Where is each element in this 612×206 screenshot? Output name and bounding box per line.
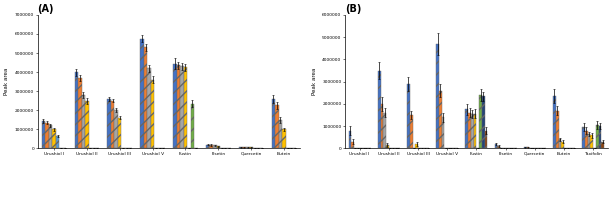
Bar [485, 131, 487, 148]
Bar [602, 142, 604, 148]
Bar [466, 109, 468, 148]
Bar [206, 145, 209, 148]
Bar [209, 145, 213, 148]
Bar [383, 113, 386, 148]
Bar [588, 134, 591, 148]
Bar [56, 136, 59, 148]
Bar [378, 70, 381, 148]
Bar [173, 63, 177, 148]
Bar [180, 66, 184, 148]
Bar [144, 47, 147, 148]
Bar [498, 146, 500, 148]
Bar [585, 131, 588, 148]
Bar [217, 146, 220, 148]
Bar [553, 96, 556, 148]
Bar [526, 147, 529, 148]
Bar [151, 80, 154, 148]
Bar [272, 99, 275, 148]
Bar [275, 105, 278, 148]
Bar [381, 104, 383, 148]
Bar [349, 131, 351, 148]
Bar [410, 115, 412, 148]
Bar [52, 129, 56, 148]
Bar [351, 142, 354, 148]
Bar [191, 104, 194, 148]
Bar [107, 99, 111, 148]
Bar [599, 126, 602, 148]
Y-axis label: Peak area: Peak area [312, 68, 316, 95]
Bar [468, 113, 471, 148]
Bar [118, 118, 121, 148]
Bar [436, 44, 439, 148]
Bar [439, 90, 442, 148]
Bar [596, 125, 599, 148]
Bar [415, 144, 418, 148]
Bar [213, 145, 217, 148]
Bar [246, 147, 250, 148]
Bar [591, 135, 593, 148]
Text: (B): (B) [345, 4, 361, 14]
Bar [242, 147, 246, 148]
Bar [81, 95, 85, 148]
Bar [75, 72, 78, 148]
Bar [494, 144, 498, 148]
Bar [524, 147, 526, 148]
Bar [482, 96, 485, 148]
Bar [442, 117, 444, 148]
Text: (A): (A) [37, 4, 54, 14]
Bar [386, 145, 389, 148]
Bar [140, 39, 144, 148]
Bar [471, 114, 474, 148]
Bar [561, 142, 564, 148]
Bar [479, 95, 482, 148]
Bar [42, 121, 45, 148]
Bar [556, 111, 559, 148]
Bar [114, 110, 118, 148]
Bar [250, 147, 253, 148]
Bar [559, 139, 561, 148]
Y-axis label: Peak area: Peak area [4, 68, 9, 95]
Bar [239, 147, 242, 148]
Bar [111, 101, 114, 148]
Bar [282, 129, 286, 148]
Bar [85, 101, 89, 148]
Bar [45, 123, 49, 148]
Bar [177, 66, 180, 148]
Bar [184, 67, 187, 148]
Bar [49, 125, 52, 148]
Bar [474, 114, 476, 148]
Bar [407, 84, 410, 148]
Bar [147, 68, 151, 148]
Bar [78, 78, 81, 148]
Bar [582, 127, 585, 148]
Bar [278, 120, 282, 148]
